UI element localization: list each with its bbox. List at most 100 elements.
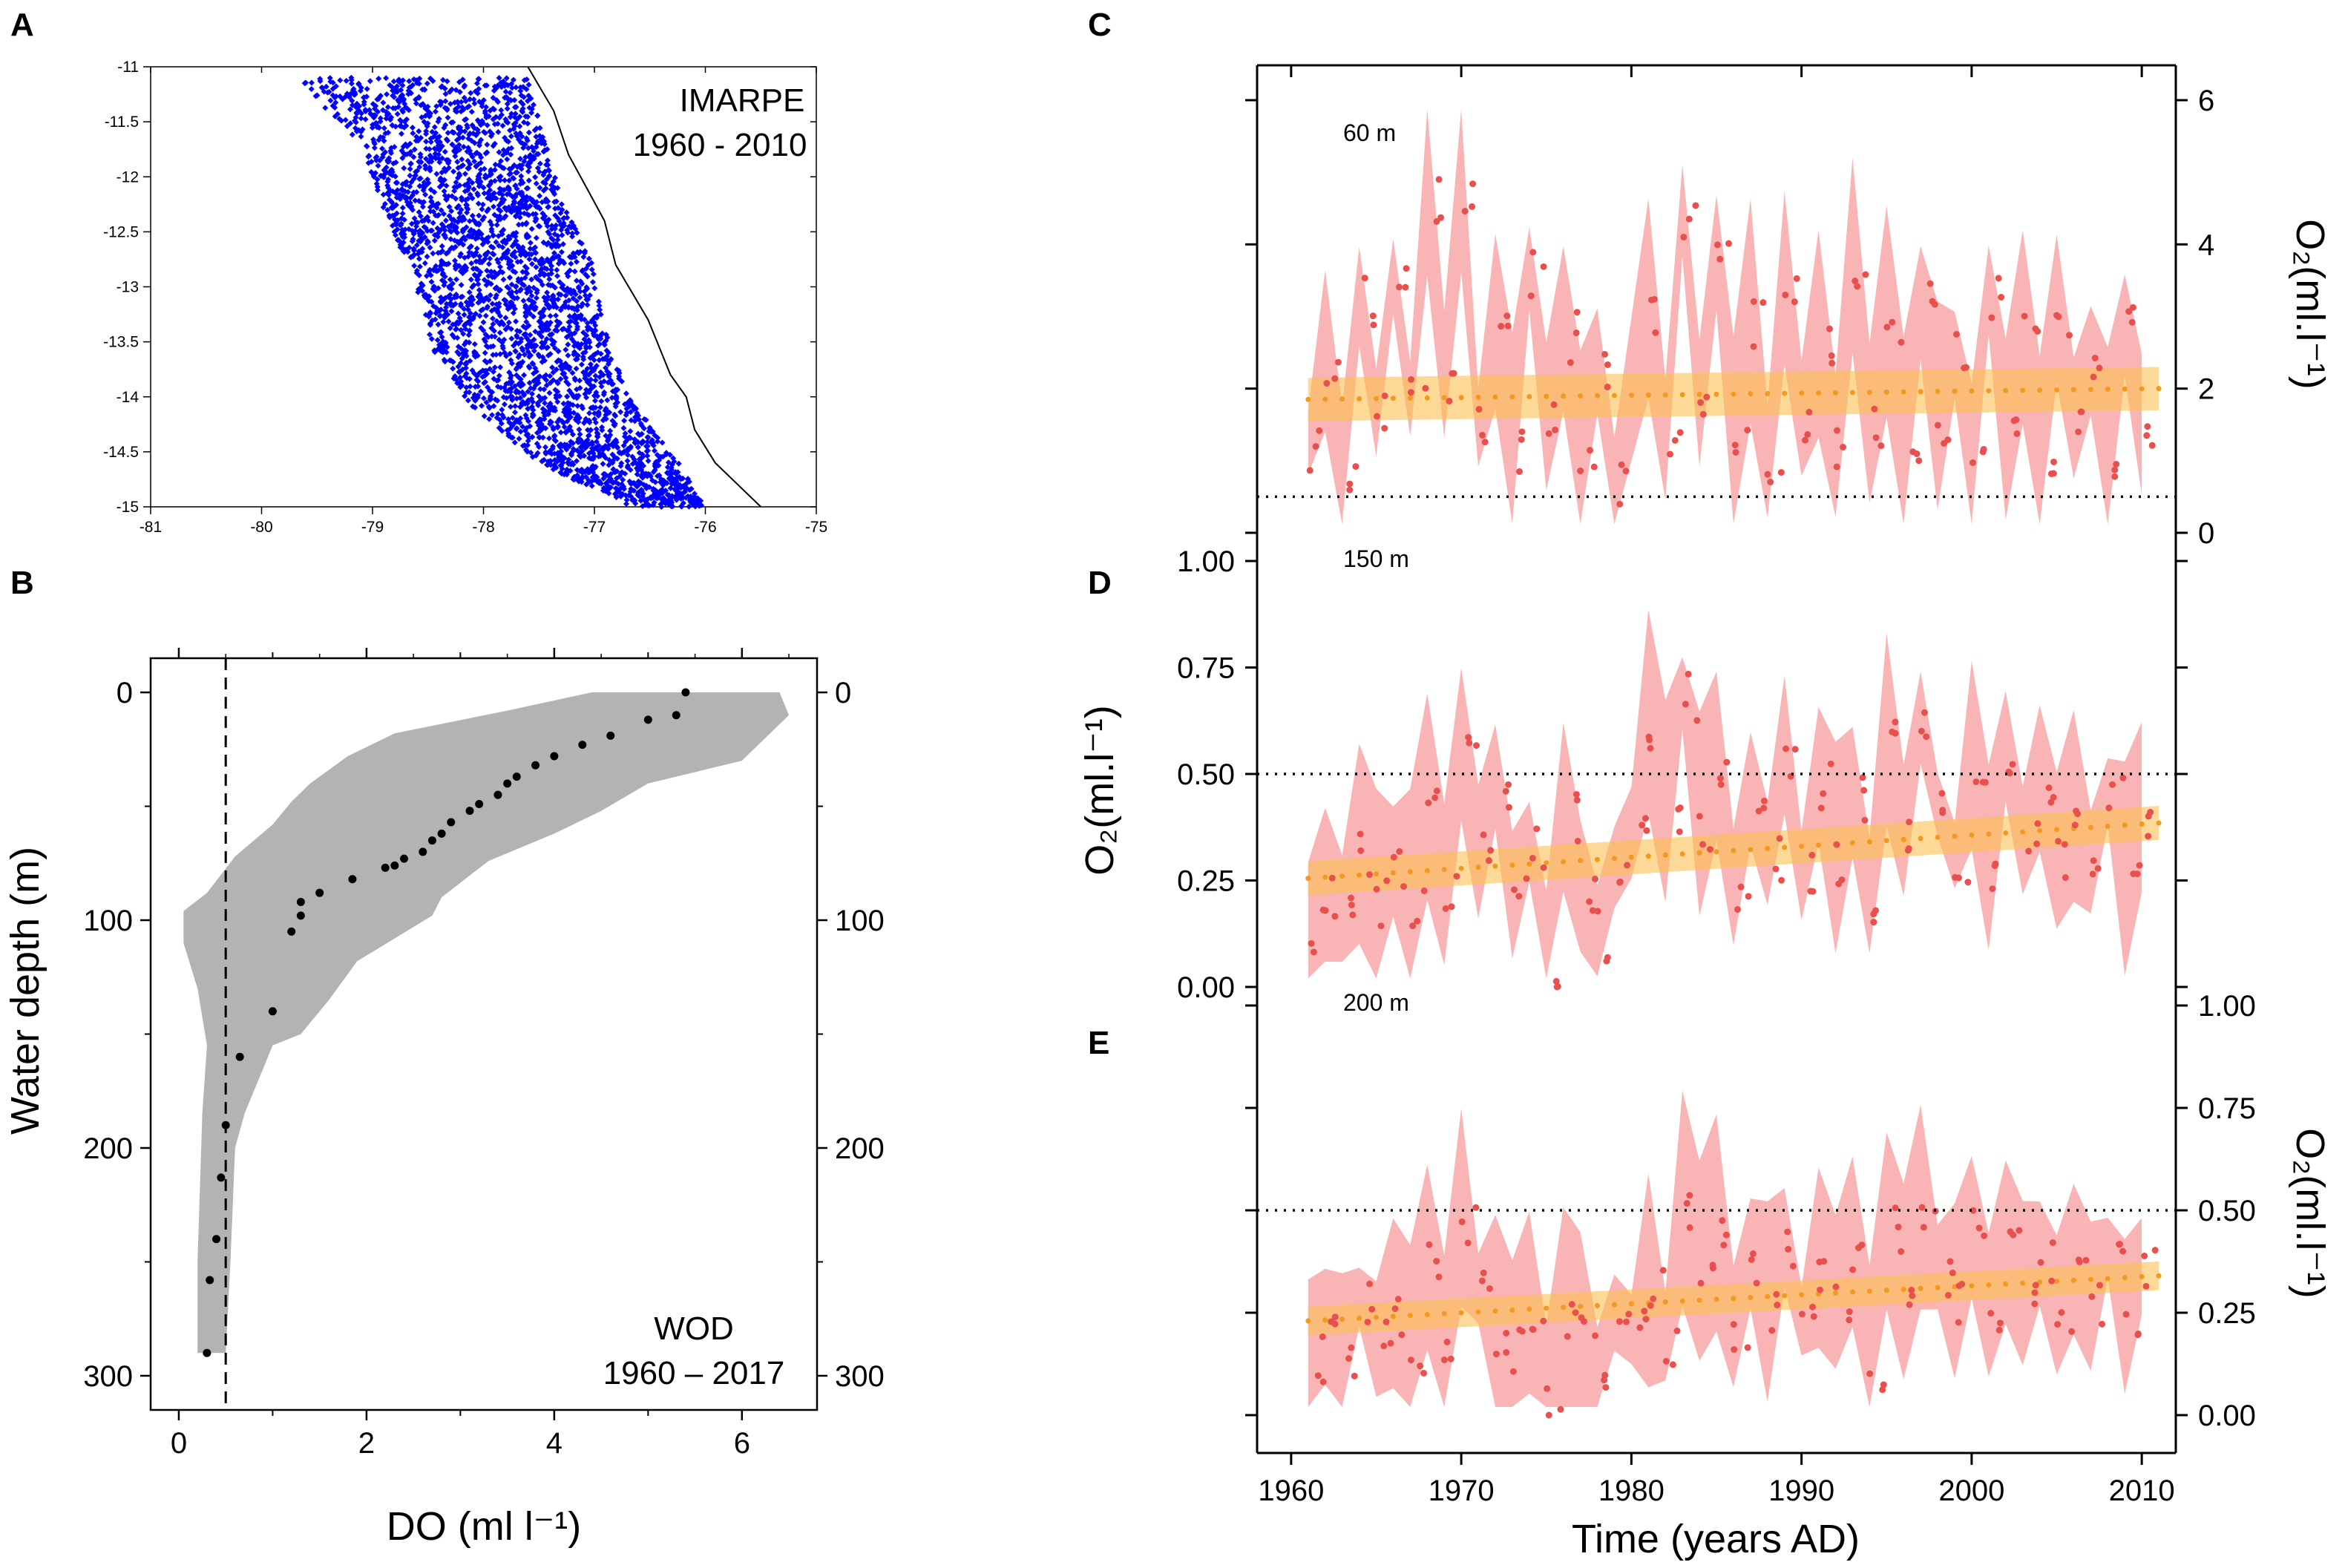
panel-c-obs-point <box>1828 352 1835 359</box>
a-station-point <box>481 165 488 172</box>
a-station-point <box>433 103 440 110</box>
panel-d-trend-point <box>2139 821 2145 827</box>
panel-c-obs-point <box>2091 354 2099 361</box>
panel-d-obs-point <box>1502 787 1509 795</box>
panel-d-obs-point <box>1442 905 1449 912</box>
panel-d-trend-point <box>2037 827 2043 833</box>
panel-e-obs-point <box>1849 1266 1857 1273</box>
panel-e-obs-point <box>1785 1245 1792 1253</box>
a-station-point <box>644 453 651 459</box>
a-station-point <box>590 271 597 278</box>
a-station-point <box>655 435 661 441</box>
a-xtick-label: -81 <box>140 519 162 536</box>
a-station-point <box>564 418 571 424</box>
a-station-point <box>392 173 399 180</box>
a-station-point <box>513 283 519 289</box>
a-station-point <box>516 419 523 426</box>
panel-e-ytick-label: 0.25 <box>2198 1297 2256 1330</box>
b-mean-point <box>217 1173 226 1182</box>
a-station-point <box>644 439 651 445</box>
a-station-point <box>479 402 485 409</box>
panel-e-trend-point <box>1866 1288 1872 1294</box>
panel-c-obs-point <box>2111 473 2119 480</box>
a-station-point <box>545 204 551 211</box>
panel-c-obs-point <box>1953 330 1961 338</box>
panel-e-obs-point <box>1697 1279 1705 1287</box>
a-station-point <box>491 203 497 210</box>
a-station-point <box>683 485 690 491</box>
a-station-point <box>571 305 577 312</box>
a-station-point <box>387 148 394 154</box>
b-xtick-label: 0 <box>171 1427 187 1460</box>
a-station-point <box>632 440 638 447</box>
panel-d-obs-point <box>1616 878 1624 885</box>
panel-d-obs-point <box>2006 770 2013 777</box>
a-station-point <box>551 433 558 439</box>
b-xtick-label: 2 <box>358 1427 375 1460</box>
a-station-point <box>460 350 466 356</box>
a-station-point <box>519 250 525 257</box>
a-station-point <box>481 380 488 387</box>
a-station-point <box>586 410 593 416</box>
a-station-point <box>545 272 551 278</box>
panel-e-obs-point <box>1568 1301 1575 1308</box>
a-station-point <box>485 234 492 240</box>
panel-c-obs-point <box>1516 468 1524 475</box>
a-station-point <box>534 430 540 436</box>
a-station-point <box>525 442 531 448</box>
a-station-point <box>599 424 606 430</box>
panel-c-obs-point <box>1692 202 1699 209</box>
panel-d-range-area <box>1308 609 2142 979</box>
panel-c-trend-point <box>1883 389 1889 395</box>
a-station-point <box>578 361 585 368</box>
a-station-point <box>565 381 571 387</box>
a-station-point <box>467 96 473 102</box>
panel-e-obs-point <box>1789 1262 1797 1270</box>
a-station-point <box>463 370 470 377</box>
a-station-point <box>539 354 546 361</box>
panel-d-obs-point <box>1778 876 1785 884</box>
a-station-point <box>493 239 499 246</box>
a-station-point <box>520 94 527 100</box>
a-station-point <box>528 396 535 402</box>
a-station-point <box>610 466 617 473</box>
a-station-point <box>624 458 631 465</box>
panel-e-obs-point <box>1846 1308 1853 1316</box>
panel-c-obs-point <box>1618 461 1625 468</box>
panel-d-ytick-label: 1.00 <box>1177 545 1235 578</box>
panel-d-obs-point <box>1414 917 1421 925</box>
a-station-point <box>471 350 478 357</box>
panel-e-trend-point <box>1731 1296 1736 1302</box>
panel-c-trend-point <box>1952 388 1958 394</box>
b-ytick-label: 0 <box>117 677 133 709</box>
panel-e-obs-point <box>2134 1331 2142 1339</box>
a-station-point <box>485 304 491 310</box>
a-station-point <box>494 384 501 390</box>
panel-e-ytick-label: 0.00 <box>2198 1400 2256 1432</box>
panel-d-obs-point <box>2055 838 2062 845</box>
a-station-point <box>479 306 486 312</box>
a-station-point <box>558 201 565 208</box>
panel-d-obs-point <box>1409 922 1417 930</box>
a-station-point <box>461 94 468 101</box>
panel-c-obs-point <box>1323 380 1331 387</box>
a-station-point <box>416 228 423 234</box>
a-station-point <box>470 370 477 376</box>
panel-e-trend-point <box>1458 1310 1464 1316</box>
a-station-point <box>513 191 519 198</box>
a-station-point <box>476 142 482 148</box>
panel-d-obs-point <box>1676 828 1683 836</box>
a-station-point <box>446 203 453 210</box>
a-station-point <box>416 209 422 215</box>
a-station-point <box>487 128 493 135</box>
a-station-point <box>427 244 433 251</box>
a-station-point <box>563 364 569 371</box>
panel-e-obs-point <box>2088 1293 2096 1300</box>
panel-e-obs-point <box>1426 1241 1433 1248</box>
a-station-point <box>551 338 557 345</box>
a-station-point <box>481 190 488 197</box>
a-station-point <box>442 148 448 155</box>
a-station-point <box>649 494 656 501</box>
panel-d-obs-point <box>1693 717 1701 724</box>
